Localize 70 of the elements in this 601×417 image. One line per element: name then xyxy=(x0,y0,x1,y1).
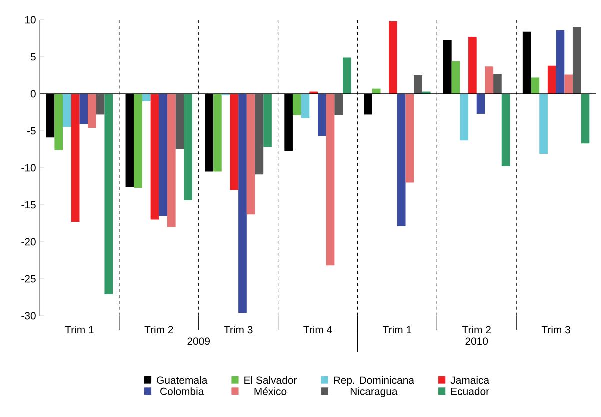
x-tick-label: Trim 3 xyxy=(542,326,570,334)
bar xyxy=(80,94,88,124)
bar xyxy=(468,37,477,94)
bar xyxy=(246,94,256,215)
bar xyxy=(71,94,80,222)
bar xyxy=(406,94,414,183)
bar xyxy=(301,94,310,118)
bar xyxy=(264,94,272,148)
legend-label: El Salvador xyxy=(244,376,298,384)
bar xyxy=(460,94,469,141)
y-tick-label: 0 xyxy=(30,90,36,98)
y-tick-label: -25 xyxy=(22,275,36,283)
bar xyxy=(238,94,247,314)
legend-label: Guatemala xyxy=(157,376,208,384)
text: 2009 xyxy=(188,338,210,346)
bar xyxy=(343,58,352,94)
bar xyxy=(54,94,64,150)
text: 2010 xyxy=(466,338,488,346)
bar xyxy=(540,94,548,154)
bar xyxy=(476,94,486,114)
y-tick-label: -15 xyxy=(22,201,36,209)
bar xyxy=(96,94,105,115)
bar xyxy=(167,94,176,228)
x-tick-label: Trim 4 xyxy=(304,326,332,334)
bar xyxy=(292,94,302,116)
y-tick-label: -30 xyxy=(22,312,36,320)
bar xyxy=(502,94,510,167)
bar xyxy=(318,94,326,136)
bar xyxy=(159,94,168,216)
bar xyxy=(326,94,335,266)
legend-label: Jamaica xyxy=(450,376,490,384)
x-tick-label: Trim 2 xyxy=(462,326,491,334)
bar xyxy=(485,66,494,94)
legend-label: Ecuador xyxy=(451,388,490,396)
bar xyxy=(564,74,573,94)
bar xyxy=(494,74,502,94)
y-tick-label: -5 xyxy=(27,127,36,135)
bar xyxy=(581,94,590,144)
bar xyxy=(176,94,184,150)
y-tick-label: 10 xyxy=(25,16,36,24)
bar xyxy=(531,78,540,94)
bar xyxy=(572,27,582,94)
bar xyxy=(214,94,222,172)
bar xyxy=(63,94,72,128)
x-tick-label: Trim 1 xyxy=(65,326,94,334)
bar xyxy=(88,94,96,128)
bar xyxy=(104,94,114,295)
bar xyxy=(184,94,193,201)
x-tick-label: Trim 3 xyxy=(224,326,253,334)
bar xyxy=(134,94,142,188)
legend-label: México xyxy=(254,388,287,396)
y-tick-label: -10 xyxy=(22,164,36,172)
bar xyxy=(397,94,406,226)
legend-label: Rep. Dominicana xyxy=(334,376,415,386)
bar xyxy=(414,76,422,94)
bar xyxy=(142,94,151,102)
legend-label: Colombia xyxy=(160,388,204,396)
bar xyxy=(556,30,565,94)
bar xyxy=(389,21,398,94)
bar xyxy=(452,61,460,94)
y-tick-label: -20 xyxy=(22,238,36,246)
bar xyxy=(548,66,556,94)
bar xyxy=(230,94,239,190)
bar xyxy=(255,94,264,175)
bar xyxy=(150,94,160,220)
y-tick-label: 5 xyxy=(30,53,36,61)
x-tick-label: Trim 2 xyxy=(144,326,174,334)
x-tick-label: Trim 1 xyxy=(383,326,412,334)
legend-label: Nicaragua xyxy=(350,388,398,398)
bar xyxy=(334,94,344,116)
